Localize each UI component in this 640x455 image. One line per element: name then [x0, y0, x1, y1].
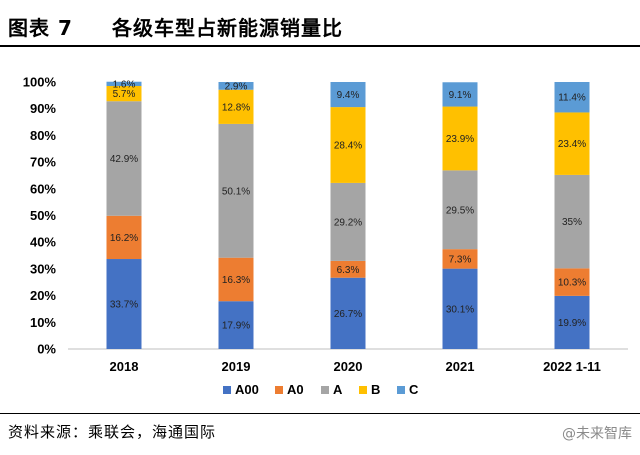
bar-segment-a0	[330, 260, 366, 278]
legend-label: A00	[235, 382, 259, 397]
bar-segment-a0	[442, 249, 478, 269]
y-tick-label: 30%	[30, 261, 56, 276]
bar-segment-b	[218, 89, 254, 124]
footer-rule	[0, 413, 640, 414]
data-label: 16.3%	[222, 275, 250, 286]
y-tick-label: 0%	[37, 342, 56, 357]
bar-segment-b	[442, 106, 478, 171]
y-tick-label: 20%	[30, 288, 56, 303]
bar-segment-a00	[330, 277, 366, 349]
x-tick-label: 2020	[334, 359, 363, 374]
x-tick-label: 2018	[110, 359, 139, 374]
data-label: 9.4%	[337, 90, 360, 101]
data-label: 10.3%	[558, 278, 586, 289]
data-label: 23.9%	[446, 134, 474, 145]
legend-swatch-c	[397, 386, 405, 394]
x-tick-label: 2019	[222, 359, 251, 374]
data-label: 30.1%	[446, 304, 474, 315]
bar-segment-a0	[554, 268, 590, 296]
data-label: 29.5%	[446, 205, 474, 216]
bar-segment-c	[442, 82, 478, 107]
data-label: 19.9%	[558, 318, 586, 329]
y-tick-label: 100%	[23, 75, 57, 90]
bar-segment-c	[330, 82, 366, 108]
data-label: 35%	[562, 217, 582, 228]
bar-segment-b	[554, 112, 590, 175]
watermark: @未来智库	[562, 426, 632, 442]
data-label: 42.9%	[110, 154, 138, 165]
data-label: 5.7%	[113, 89, 136, 100]
bar-segment-b	[106, 86, 142, 102]
data-label: 1.6%	[113, 79, 136, 90]
bar-segment-c	[106, 81, 142, 87]
bar-segment-c	[554, 82, 590, 113]
bar-segment-a	[106, 101, 142, 216]
bar-segment-a00	[218, 301, 254, 349]
y-tick-label: 40%	[30, 235, 56, 250]
bar-segment-a	[554, 174, 590, 269]
data-label: 28.4%	[334, 141, 362, 152]
legend-swatch-a0	[275, 386, 283, 394]
bar-segment-a00	[106, 259, 142, 349]
bar-segment-a0	[218, 257, 254, 302]
bar-segment-b	[330, 107, 366, 183]
data-label: 6.3%	[337, 265, 360, 276]
data-label: 50.1%	[222, 186, 250, 197]
legend-swatch-a00	[223, 386, 231, 394]
y-tick-label: 80%	[30, 128, 56, 143]
x-tick-label: 2021	[446, 359, 475, 374]
y-tick-label: 60%	[30, 181, 56, 196]
data-label: 2.9%	[225, 81, 248, 92]
bar-segment-a	[218, 123, 254, 258]
data-label: 29.2%	[334, 217, 362, 228]
data-label: 33.7%	[110, 300, 138, 311]
legend-label: B	[371, 382, 380, 397]
y-tick-label: 70%	[30, 155, 56, 170]
bar-segment-a0	[106, 215, 142, 260]
figure-header: 图表 7 各级车型占新能源销量比	[0, 0, 640, 50]
bar-segment-a00	[442, 268, 478, 349]
data-label: 23.4%	[558, 139, 586, 150]
y-tick-label: 10%	[30, 315, 56, 330]
bar-segment-a	[442, 170, 478, 250]
y-tick-label: 90%	[30, 101, 56, 116]
bar-segment-a00	[554, 295, 590, 349]
header-rule	[0, 45, 640, 47]
data-label: 7.3%	[449, 254, 472, 265]
data-label: 12.8%	[222, 102, 250, 113]
x-tick-label: 2022 1-11	[543, 359, 601, 374]
stacked-bar-chart: 0% 10% 20% 30% 40% 50% 60% 70% 80% 90% 100% 2018 201…	[23, 75, 628, 397]
figure-title: 各级车型占新能源销量比	[112, 16, 343, 40]
legend-swatch-b	[359, 386, 367, 394]
figure-number: 图表 7	[8, 16, 73, 40]
data-label: 11.4%	[558, 93, 586, 104]
bar-segment-c	[218, 82, 254, 90]
source-note: 资料来源：乘联会，海通国际	[8, 423, 217, 441]
legend-label: A0	[287, 382, 304, 397]
data-label: 16.2%	[110, 233, 138, 244]
data-label: 26.7%	[334, 309, 362, 320]
data-label: 17.9%	[222, 321, 250, 332]
y-tick-label: 50%	[30, 208, 56, 223]
legend-label: A	[333, 382, 343, 397]
legend-swatch-a	[321, 386, 329, 394]
data-label: 9.1%	[449, 90, 472, 101]
bar-segment-a	[330, 182, 366, 261]
legend-label: C	[409, 382, 419, 397]
